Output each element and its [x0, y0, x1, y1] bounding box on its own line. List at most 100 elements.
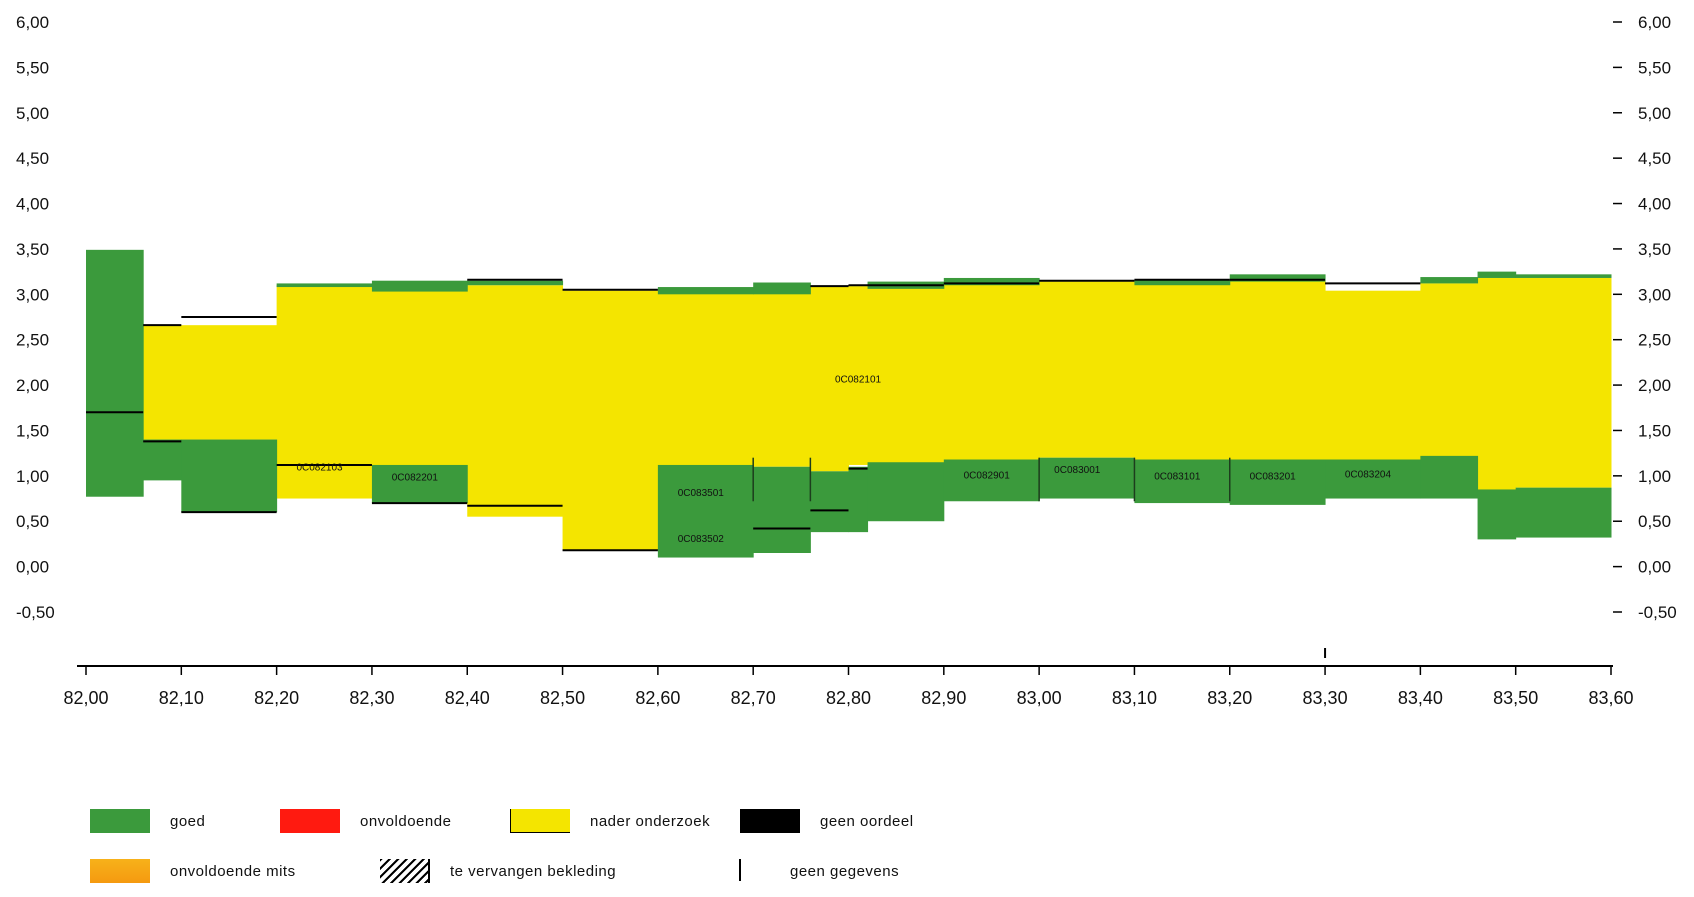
section-label: 0C083501 [678, 488, 725, 499]
legend-item-nader-onderzoek: nader onderzoek [510, 806, 710, 836]
section-label: 0C083101 [1154, 471, 1201, 482]
goed-segment [181, 439, 278, 513]
x-tick-label: 82,40 [445, 688, 490, 708]
legend-label-geen-gegevens: geen gegevens [790, 862, 900, 880]
nader-onderzoek-segment [143, 325, 278, 440]
legend-label-onvoldoende-mits: onvoldoende mits [170, 862, 296, 880]
x-tick-label: 82,30 [349, 688, 394, 708]
section-label: 0C083201 [1250, 471, 1297, 482]
y-tick-label-left: 1,00 [16, 467, 49, 486]
legend-item-goed: goed [90, 806, 205, 836]
goed-segment [657, 287, 754, 295]
legend-label-te-vervangen: te vervangen bekleding [450, 862, 617, 880]
goed-segment [848, 466, 869, 533]
section-label: 0C082901 [964, 471, 1011, 482]
x-tick-label: 82,70 [731, 688, 776, 708]
goed-swatch [90, 809, 150, 833]
y-axis-left: 6,00 5,50 5,00 4,50 4,00 3,50 3,00 2,50 2,00 1,50… [16, 13, 55, 622]
goed-segment [1420, 277, 1479, 284]
nader-onderzoek-segment [1420, 283, 1479, 458]
nader-onderzoek-segment [657, 290, 754, 467]
y-tick-label-left: 4,00 [16, 195, 49, 214]
geen-oordeel-swatch [740, 809, 800, 833]
y-tick-label-left: 5,50 [16, 58, 49, 77]
goed-segment [1515, 274, 1612, 278]
onvoldoende-swatch [280, 809, 340, 833]
x-tick-label: 83,00 [1017, 688, 1062, 708]
legend-label-onvoldoende: onvoldoende [360, 812, 452, 830]
y-tick-label-right: 4,50 [1638, 149, 1671, 168]
y-tick-label-right: 4,00 [1638, 195, 1671, 214]
x-tick-label: 83,40 [1398, 688, 1443, 708]
goed-segment [1477, 271, 1517, 278]
legend-label-goed: goed [170, 812, 206, 830]
goed-segment [943, 459, 1040, 502]
y-tick-label-right: 6,00 [1638, 13, 1671, 32]
goed-segment [943, 277, 1040, 286]
section-label: 0C083204 [1345, 470, 1392, 481]
geen-gegevens-swatch [710, 859, 770, 883]
section-label: 0C082201 [392, 472, 439, 483]
y-tick-label-left: 5,00 [16, 104, 49, 123]
goed-segment [143, 439, 182, 481]
x-tick-label: 82,00 [63, 688, 108, 708]
goed-segment [1134, 459, 1231, 504]
nader-onderzoek-segment [848, 286, 945, 465]
hatch-swatch [380, 859, 430, 883]
nader-onderzoek-segment [1325, 290, 1421, 462]
x-tick-label: 82,90 [921, 688, 966, 708]
goed-segment [371, 280, 468, 292]
x-axis: 82,00 82,10 82,20 82,30 82,40 82,50 82,60 82,70… [63, 648, 1634, 708]
y-tick-label-right: 1,00 [1638, 467, 1671, 486]
onvoldoende-mits-swatch [90, 859, 150, 883]
goed-segment [86, 249, 144, 497]
goed-segment [1515, 487, 1612, 538]
x-tick-label: 82,50 [540, 688, 585, 708]
legend-item-onvoldoende-mits: onvoldoende mits [90, 856, 296, 886]
goed-segment [1325, 459, 1421, 499]
nader-onderzoek-swatch [510, 809, 570, 833]
y-tick-label-right: 5,50 [1638, 58, 1671, 77]
section-label: 0C083001 [1054, 465, 1101, 476]
nader-onderzoek-segment [1477, 277, 1517, 492]
goed-segment [1420, 455, 1479, 499]
y-tick-label-left: 2,00 [16, 376, 49, 395]
goed-segment [276, 283, 373, 288]
goed-segment [1229, 274, 1326, 282]
y-tick-label-left: 3,00 [16, 285, 49, 304]
legend-item-geen-gegevens: geen gegevens [710, 856, 899, 886]
goed-segment [1477, 489, 1517, 540]
nader-onderzoek-segment [753, 292, 811, 467]
y-tick-label-left: 0,00 [16, 558, 49, 577]
x-tick-label: 82,10 [159, 688, 204, 708]
goed-segment [1039, 457, 1135, 499]
x-tick-label: 82,60 [635, 688, 680, 708]
y-axis-right: 6,00 5,50 5,00 4,50 4,00 3,50 3,00 2,50 2,00 1,50… [1613, 13, 1677, 622]
legend-item-onvoldoende: onvoldoende [280, 806, 451, 836]
y-tick-label-right: 0,50 [1638, 512, 1671, 531]
x-tick-label: 83,30 [1303, 688, 1348, 708]
nader-onderzoek-segment [1134, 283, 1231, 463]
x-tick-label: 83,10 [1112, 688, 1157, 708]
goed-layer [86, 249, 1612, 558]
x-tick-label: 83,50 [1493, 688, 1538, 708]
nader-onderzoek-segment [943, 283, 1040, 461]
y-tick-label-left: 6,00 [16, 13, 49, 32]
goed-segment [1229, 459, 1326, 505]
legend-label-geen-oordeel: geen oordeel [820, 812, 914, 830]
y-tick-label-right: 2,50 [1638, 331, 1671, 350]
section-label: 0C082101 [835, 374, 882, 385]
goed-segment [753, 282, 811, 295]
x-tick-label: 83,60 [1588, 688, 1633, 708]
y-tick-label-right: 3,00 [1638, 285, 1671, 304]
y-tick-label-left: -0,50 [16, 603, 55, 622]
x-tick-label: 83,20 [1207, 688, 1252, 708]
legend-item-geen-oordeel: geen oordeel [740, 806, 914, 836]
legend: goed onvoldoende nader onderzoek geen oo… [90, 806, 1190, 891]
section-label: 0C082103 [296, 462, 343, 473]
goed-segment [467, 280, 564, 286]
nader-onderzoek-segment [1229, 280, 1326, 462]
y-tick-label-right: 1,50 [1638, 421, 1671, 440]
goed-segment [867, 462, 945, 522]
